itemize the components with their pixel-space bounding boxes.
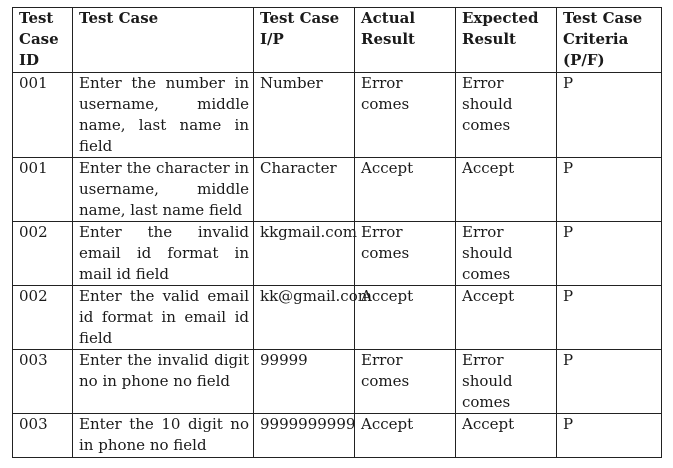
- cell-input: Character: [253, 157, 355, 222]
- header-test-case-input: Test Case I/P: [253, 7, 355, 73]
- cell-id: 003: [12, 349, 73, 414]
- header-row: Test Case ID Test Case Test Case I/P Act…: [12, 7, 662, 73]
- cell-id: 003: [12, 413, 73, 458]
- cell-expected: Accept: [455, 413, 557, 458]
- table-row: 002 Enter the valid email id format in e…: [12, 285, 662, 350]
- cell-actual: Error comes: [354, 221, 456, 286]
- cell-expected: Accept: [455, 285, 557, 350]
- cell-input: Number: [253, 72, 355, 158]
- cell-criteria: P: [556, 285, 662, 350]
- cell-actual: Accept: [354, 413, 456, 458]
- cell-expected: Accept: [455, 157, 557, 222]
- cell-actual: Error comes: [354, 72, 456, 158]
- cell-test-case: Enter the character in username, middle …: [72, 157, 254, 222]
- cell-test-case: Enter the number in username, middle nam…: [72, 72, 254, 158]
- cell-input: 99999: [253, 349, 355, 414]
- cell-expected: Error should comes: [455, 72, 557, 158]
- cell-id: 002: [12, 285, 73, 350]
- test-case-table: Test Case ID Test Case Test Case I/P Act…: [12, 7, 662, 458]
- header-test-case: Test Case: [72, 7, 254, 73]
- cell-criteria: P: [556, 413, 662, 458]
- cell-actual: Error comes: [354, 349, 456, 414]
- header-expected-result: Expected Result: [455, 7, 557, 73]
- table-row: 001 Enter the character in username, mid…: [12, 157, 662, 222]
- cell-criteria: P: [556, 72, 662, 158]
- cell-criteria: P: [556, 157, 662, 222]
- header-actual-result: Actual Result: [354, 7, 456, 73]
- header-test-case-id: Test Case ID: [12, 7, 73, 73]
- table-row: 003 Enter the 10 digit no in phone no fi…: [12, 413, 662, 458]
- cell-id: 001: [12, 157, 73, 222]
- cell-test-case: Enter the valid email id format in email…: [72, 285, 254, 350]
- cell-criteria: P: [556, 349, 662, 414]
- cell-test-case: Enter the invalid email id format in mai…: [72, 221, 254, 286]
- header-criteria: Test Case Criteria (P/F): [556, 7, 662, 73]
- cell-criteria: P: [556, 221, 662, 286]
- cell-input: kkgmail.com: [253, 221, 357, 286]
- cell-expected: Error should comes: [455, 349, 557, 414]
- cell-expected: Error should comes: [455, 221, 557, 286]
- table-row: 001 Enter the number in username, middle…: [12, 72, 662, 158]
- table-row: 003 Enter the invalid digit no in phone …: [12, 349, 662, 414]
- cell-actual: Accept: [354, 285, 456, 350]
- cell-actual: Accept: [354, 157, 456, 222]
- cell-input: kk@gmail.com: [253, 285, 372, 350]
- cell-test-case: Enter the invalid digit no in phone no f…: [72, 349, 254, 414]
- cell-input: 9999999999: [253, 413, 355, 458]
- cell-id: 002: [12, 221, 73, 286]
- cell-id: 001: [12, 72, 73, 158]
- cell-test-case: Enter the 10 digit no in phone no field: [72, 413, 254, 458]
- table-row: 002 Enter the invalid email id format in…: [12, 221, 662, 286]
